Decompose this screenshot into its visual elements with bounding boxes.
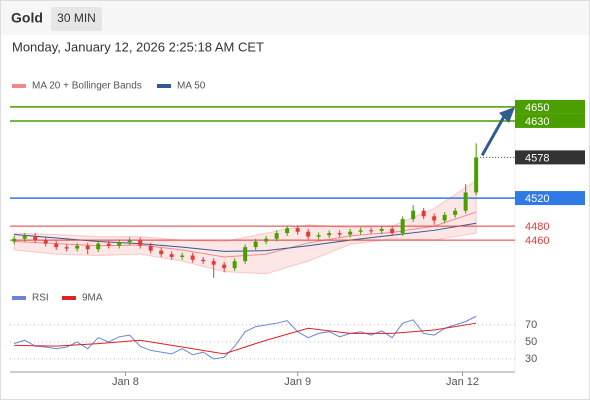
level-label: 4650: [525, 102, 549, 114]
candle-body: [369, 230, 374, 232]
level-label: 4460: [525, 235, 549, 247]
candle-body: [190, 255, 195, 260]
candle-body: [411, 210, 416, 220]
candle-body: [432, 216, 437, 221]
instrument: Gold: [11, 10, 43, 26]
candle-body: [379, 228, 384, 232]
candle-body: [75, 245, 80, 249]
level-label: 4630: [525, 116, 549, 128]
plot: MA 20 + Bollinger Bands MA 50 4650 4630 4520…: [10, 81, 585, 388]
level-label: 4520: [525, 193, 549, 205]
x-tick-label: Jan 9: [284, 376, 311, 388]
candle-body: [43, 240, 48, 244]
legend-swatch: [12, 84, 26, 88]
legend-label: MA 50: [177, 81, 206, 92]
candle-body: [159, 250, 164, 255]
candle-body: [337, 233, 342, 235]
candle-body: [138, 240, 143, 246]
candle-body: [421, 210, 426, 217]
candle-body: [106, 243, 111, 246]
level-badge: [515, 99, 585, 114]
y-tick-label: 50: [525, 336, 537, 348]
y-tick-label: 30: [525, 353, 537, 365]
indicator-line: [14, 322, 477, 355]
timestamp: Monday, January 12, 2026 2:25:18 AM CET: [12, 39, 264, 54]
legend-label: 9MA: [82, 293, 103, 304]
candle-body: [85, 245, 90, 250]
x-tick-label: Jan 12: [446, 376, 479, 388]
candle-body: [295, 228, 300, 232]
legend-swatch: [157, 84, 171, 88]
candle-body: [306, 231, 311, 237]
candle-body: [127, 240, 132, 243]
candle-body: [222, 264, 227, 269]
x-tick-label: Jan 8: [112, 376, 139, 388]
candle-body: [348, 231, 353, 235]
last-price-badge: [515, 150, 585, 165]
candle-body: [274, 233, 279, 239]
candle-body: [442, 214, 447, 221]
candle-body: [453, 210, 458, 215]
candle-body: [148, 245, 153, 251]
last-price-label: 4578: [525, 152, 549, 164]
candle-body: [327, 233, 332, 236]
legend-swatch: [12, 296, 26, 300]
candle-body: [463, 192, 468, 211]
candle-body: [169, 254, 174, 257]
y-tick-label: 70: [525, 319, 537, 331]
candle-body: [253, 241, 258, 248]
candle-body: [54, 243, 59, 248]
candle-body: [117, 242, 122, 246]
timeframe-button[interactable]: [51, 7, 102, 31]
candle-body: [243, 247, 248, 262]
candle-body: [22, 235, 27, 239]
candle-body: [358, 230, 363, 232]
candle-body: [33, 235, 38, 241]
indicator-line: [14, 315, 477, 360]
candle-body: [285, 228, 290, 234]
candle-body: [474, 157, 479, 193]
level-label: 4480: [525, 221, 549, 233]
candle-body: [400, 219, 405, 234]
legend-label: RSI: [32, 293, 49, 304]
candle-body: [12, 238, 17, 242]
candle-body: [390, 228, 395, 234]
level-badge: [515, 191, 585, 206]
legend-swatch: [62, 296, 76, 300]
candle-body: [232, 261, 237, 269]
candle-body: [211, 261, 216, 265]
candle-body: [264, 238, 269, 242]
candle-body: [180, 255, 185, 257]
target-arrow: [480, 114, 507, 157]
candle-body: [64, 247, 69, 249]
timeframe[interactable]: 30 MIN: [57, 11, 96, 25]
candle-body: [96, 243, 101, 250]
level-badge: [515, 113, 585, 128]
legend-label: MA 20 + Bollinger Bands: [32, 81, 142, 92]
candle-body: [316, 235, 321, 237]
target-arrowhead: [499, 106, 515, 123]
candle-body: [201, 259, 206, 262]
